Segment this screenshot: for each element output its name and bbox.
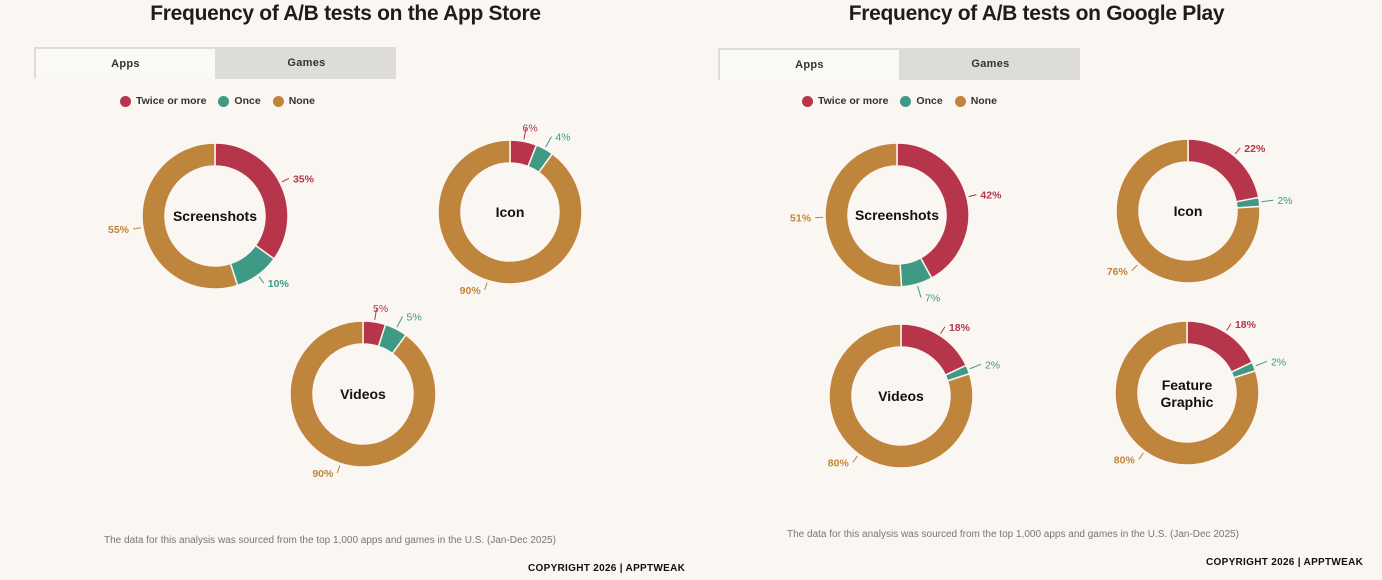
slice-label-twice: 5%	[373, 303, 388, 315]
leader-line	[969, 363, 982, 370]
copyright: COPYRIGHT 2026 | APPTWEAK	[528, 563, 686, 574]
legend: Twice or more Once None	[802, 95, 997, 107]
chart-title: Frequency of A/B tests on Google Play	[848, 2, 1225, 25]
leader-line	[917, 285, 922, 298]
slice-label-once: 5%	[406, 311, 421, 323]
leader-line	[968, 194, 977, 198]
slice-label-twice: 35%	[293, 173, 315, 185]
donut-charts: 35% 10% 55% Screenshots 6% 4% 90% Icon 5% 5% 90% Vi…	[108, 123, 583, 480]
tab-apps[interactable]: Apps	[34, 47, 217, 79]
slice-label-none: 90%	[460, 285, 482, 297]
slice-label-once: 2%	[985, 359, 1000, 371]
slice-none	[1115, 138, 1261, 284]
slice-none	[289, 320, 437, 468]
slice-label-none: 90%	[312, 468, 334, 480]
donut-videos: 5% 5% 90% Videos	[289, 303, 437, 480]
google-play-panel: Frequency of A/B tests on Google Play Ap…	[691, 0, 1382, 580]
copyright: COPYRIGHT 2026 | APPTWEAK	[1206, 557, 1364, 568]
donut-icon: 6% 4% 90% Icon	[437, 123, 583, 297]
legend-swatch-once	[900, 95, 912, 107]
legend-swatch-none	[954, 95, 966, 107]
donut-center-label: Icon	[496, 204, 525, 220]
leader-line	[1138, 452, 1144, 460]
donut-center-label: Videos	[340, 386, 386, 402]
slice-label-once: 2%	[1271, 356, 1286, 368]
leader-line	[1261, 199, 1274, 203]
leader-line	[374, 307, 378, 321]
donut-center-label: Screenshots	[855, 207, 939, 223]
tab-bar: Apps Games	[718, 48, 1080, 80]
slice-label-twice: 22%	[1244, 143, 1266, 155]
chart-title: Frequency of A/B tests on the App Store	[150, 2, 541, 25]
slice-none	[437, 139, 583, 285]
legend-label: Once	[234, 95, 261, 107]
legend-label: Once	[916, 95, 943, 107]
slice-label-once: 2%	[1277, 195, 1292, 207]
slice-label-once: 7%	[925, 293, 940, 305]
app-store-panel: Frequency of A/B tests on the App Store …	[34, 2, 686, 574]
slice-label-none: 76%	[1107, 266, 1129, 278]
leader-line	[1234, 147, 1241, 155]
donut-center-label: Feature Graphic	[1161, 377, 1214, 410]
footnote: The data for this analysis was sourced f…	[787, 529, 1239, 540]
legend-item-none: None	[272, 95, 315, 107]
legend-label: Twice or more	[136, 95, 207, 107]
leader-line	[523, 127, 527, 140]
legend-label: None	[970, 95, 997, 107]
legend-item-once: Once	[218, 95, 261, 107]
donut-center-label: Icon	[1174, 203, 1203, 219]
leader-line	[1226, 323, 1232, 331]
donut-videos: 18% 2% 80% Videos	[828, 322, 1000, 470]
leader-line	[545, 136, 552, 148]
slice-twice	[214, 142, 289, 260]
donut-center-label: Screenshots	[173, 208, 257, 224]
leader-line	[1255, 360, 1268, 367]
leader-line	[484, 282, 488, 291]
slice-label-none: 80%	[1114, 454, 1136, 466]
leader-line	[396, 316, 403, 328]
legend-label: None	[288, 95, 315, 107]
donut-feature-graphic: 18% 2% 80% Feature Graphic	[1114, 319, 1286, 467]
legend-item-once: Once	[900, 95, 943, 107]
donut-icon: 22% 2% 76% Icon	[1107, 138, 1293, 284]
leader-line	[132, 227, 142, 230]
legend-item-twice: Twice or more	[120, 95, 206, 107]
leader-line	[940, 326, 946, 334]
slice-none	[1114, 320, 1260, 466]
slice-label-twice: 42%	[980, 190, 1002, 202]
donut-screenshots: 35% 10% 55% Screenshots	[108, 142, 315, 290]
slice-label-none: 55%	[108, 224, 130, 236]
leader-line	[258, 276, 265, 284]
tab-games[interactable]: Games	[287, 57, 326, 69]
leader-line	[1131, 264, 1138, 272]
slice-none	[141, 142, 239, 290]
slice-label-twice: 6%	[523, 123, 538, 135]
slice-label-none: 80%	[828, 457, 850, 469]
legend-item-none: None	[954, 95, 997, 107]
tab-apps[interactable]: Apps	[718, 48, 901, 80]
donut-center-label: Videos	[878, 388, 924, 404]
leader-line	[852, 455, 858, 463]
donut-charts: 42% 7% 51% Screenshots 22% 2% 76% Icon 18% 2% 80% V…	[790, 138, 1293, 470]
donut-screenshots: 42% 7% 51% Screenshots	[790, 142, 1002, 305]
legend: Twice or more Once None	[120, 95, 315, 107]
legend-swatch-once	[218, 95, 230, 107]
leader-line	[281, 177, 290, 183]
legend-label: Twice or more	[818, 95, 889, 107]
tab-bar: Apps Games	[34, 47, 396, 79]
legend-swatch-twice	[802, 95, 813, 107]
slice-label-once: 10%	[268, 278, 290, 290]
legend-swatch-twice	[120, 95, 131, 107]
footnote: The data for this analysis was sourced f…	[104, 535, 556, 546]
slice-label-none: 51%	[790, 213, 812, 225]
leader-line	[336, 465, 341, 474]
slice-label-once: 4%	[555, 132, 570, 144]
slice-none	[824, 142, 903, 288]
legend-item-twice: Twice or more	[802, 95, 888, 107]
slice-label-twice: 18%	[1235, 319, 1257, 331]
legend-swatch-none	[272, 95, 284, 107]
slice-none	[828, 323, 974, 469]
tab-games[interactable]: Games	[971, 58, 1010, 70]
slice-label-twice: 18%	[949, 322, 971, 334]
